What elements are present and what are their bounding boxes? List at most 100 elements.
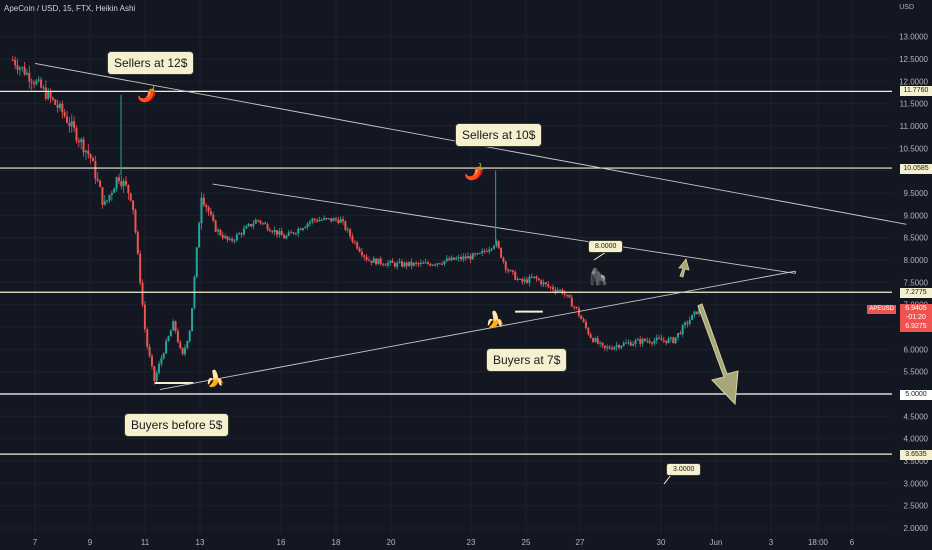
banana-icon: 🍌 xyxy=(485,312,505,329)
candle-body xyxy=(91,158,94,162)
trendline xyxy=(212,183,796,274)
candle-body xyxy=(594,338,597,342)
candle-body xyxy=(209,211,212,215)
candle-body xyxy=(28,72,31,82)
candle-body xyxy=(205,204,208,208)
candle-body xyxy=(16,65,19,70)
candle-body xyxy=(351,236,354,242)
candle-body xyxy=(155,372,158,381)
candle-body xyxy=(412,262,415,266)
candle-body xyxy=(535,276,538,279)
candle-body xyxy=(228,238,231,240)
candle-body xyxy=(457,257,460,259)
candle-body xyxy=(547,283,550,287)
candle-body xyxy=(455,258,458,260)
candle-body xyxy=(417,263,420,265)
y-tick-label: 9.0000 xyxy=(904,211,929,220)
candle-body xyxy=(179,342,182,348)
candle-body xyxy=(533,276,536,278)
candle-body xyxy=(66,116,69,123)
candle-body xyxy=(566,294,569,296)
candle-body xyxy=(561,289,564,294)
candle-body xyxy=(445,258,448,262)
candle-body xyxy=(603,345,606,348)
current-price-tag: 6.9405 xyxy=(900,304,932,314)
symbol-tag: APEUSD xyxy=(867,305,896,314)
candle-body xyxy=(120,181,123,187)
price-tag-7277: 7.2775 xyxy=(900,288,932,298)
candle-body xyxy=(509,270,512,272)
candle-body xyxy=(528,276,531,283)
candle-body xyxy=(150,356,153,367)
candle-body xyxy=(330,218,333,222)
candle-body xyxy=(346,229,349,231)
candle-body xyxy=(488,249,491,252)
candle-body xyxy=(620,345,623,348)
candle-body xyxy=(495,241,498,246)
candle-body xyxy=(299,228,302,231)
candle-body xyxy=(306,223,309,227)
x-tick-label: 7 xyxy=(33,538,38,547)
candle-body xyxy=(424,262,427,264)
down-arrow xyxy=(697,303,739,406)
candle-body xyxy=(61,103,64,113)
candle-body xyxy=(431,264,434,266)
candle-body xyxy=(589,334,592,339)
candle-body xyxy=(84,150,87,153)
candle-body xyxy=(56,104,59,108)
candle-body xyxy=(363,255,366,257)
candle-body xyxy=(176,330,179,343)
candle-body xyxy=(141,282,144,305)
candle-body xyxy=(554,289,557,292)
candle-body xyxy=(181,347,184,355)
candle-body xyxy=(129,193,132,201)
candle-body xyxy=(87,150,90,155)
y-tick-label: 2.5000 xyxy=(904,502,929,511)
candle-body xyxy=(174,321,177,331)
candle-body xyxy=(183,347,186,355)
candle-body xyxy=(172,321,175,331)
candle-body xyxy=(134,209,137,233)
candle-body xyxy=(653,340,656,344)
currency-label: USD xyxy=(899,4,914,11)
candle-body xyxy=(47,91,50,99)
y-tick-label: 3.5000 xyxy=(904,457,929,466)
x-tick-label: 11 xyxy=(141,538,150,547)
target-3-label: 3.0000 xyxy=(666,463,702,476)
candle-body xyxy=(629,342,632,346)
candle-body xyxy=(573,306,576,308)
candle-body xyxy=(353,241,356,243)
candle-body xyxy=(11,59,14,61)
y-tick-label: 7.5000 xyxy=(904,278,929,287)
candle-body xyxy=(669,337,672,339)
candle-body xyxy=(309,221,312,224)
candle-body xyxy=(667,338,670,344)
candle-body xyxy=(500,247,503,258)
candle-body xyxy=(483,250,486,252)
y-tick-label: 8.0000 xyxy=(904,256,929,265)
y-tick-label: 11.0000 xyxy=(900,122,929,131)
y-tick-label: 8.5000 xyxy=(904,234,929,243)
candle-body xyxy=(304,226,307,229)
candle-body xyxy=(219,229,222,235)
candle-body xyxy=(429,263,432,266)
candles xyxy=(11,55,701,385)
candle-body xyxy=(471,253,474,260)
candle-body xyxy=(672,337,675,344)
candle-body xyxy=(608,347,611,349)
candle-body xyxy=(242,228,245,235)
candle-body xyxy=(382,263,385,265)
candle-body xyxy=(21,67,24,69)
candle-body xyxy=(89,154,92,159)
candle-body xyxy=(108,194,111,201)
candle-body xyxy=(391,260,394,263)
candle-body xyxy=(563,293,566,295)
y-tick-label: 6.0000 xyxy=(904,345,929,354)
candle-body xyxy=(198,223,201,248)
x-tick-label: 30 xyxy=(657,538,666,547)
candle-body xyxy=(247,224,250,227)
candle-body xyxy=(275,230,278,235)
candle-body xyxy=(511,270,514,272)
candle-body xyxy=(313,218,316,221)
